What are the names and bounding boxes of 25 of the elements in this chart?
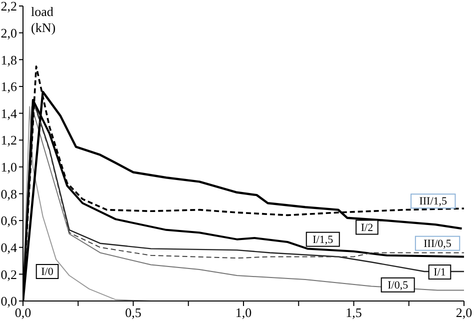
y-tick-label: 1,2 (0, 132, 17, 148)
y-axis-title: load (kN) (31, 4, 56, 35)
x-tick-label: 2,0 (456, 305, 472, 320)
series-label: I/1,5 (312, 234, 334, 246)
series-label: I/1 (434, 266, 446, 279)
y-tick-label: 1,8 (0, 52, 17, 68)
y-tick-label: 1,6 (0, 79, 18, 94)
series-label: I/0,5 (388, 279, 409, 292)
series-label: III/0,5 (424, 238, 452, 250)
y-tick-label: 0,2 (0, 266, 17, 282)
series-label: I/2 (360, 222, 374, 234)
x-tick-label: 0,0 (14, 305, 32, 320)
y-tick-label: 0,8 (0, 186, 17, 202)
x-tick-label: 1,0 (235, 305, 252, 320)
series-label: III/1,5 (419, 196, 448, 208)
y-tick-label: 0,4 (0, 240, 18, 255)
y-tick-label: 1,0 (0, 160, 17, 175)
y-tick-label: 0,0 (0, 294, 17, 309)
series-label: I/0 (41, 266, 54, 278)
y-tick-label: 0,6 (0, 213, 18, 228)
y-tick-label: 2,2 (0, 0, 17, 14)
y-tick-label: 2,0 (0, 25, 17, 40)
x-tick-label: 1,5 (346, 305, 362, 320)
x-tick-label: 0,5 (125, 305, 142, 320)
y-tick-label: 1,4 (0, 106, 18, 121)
